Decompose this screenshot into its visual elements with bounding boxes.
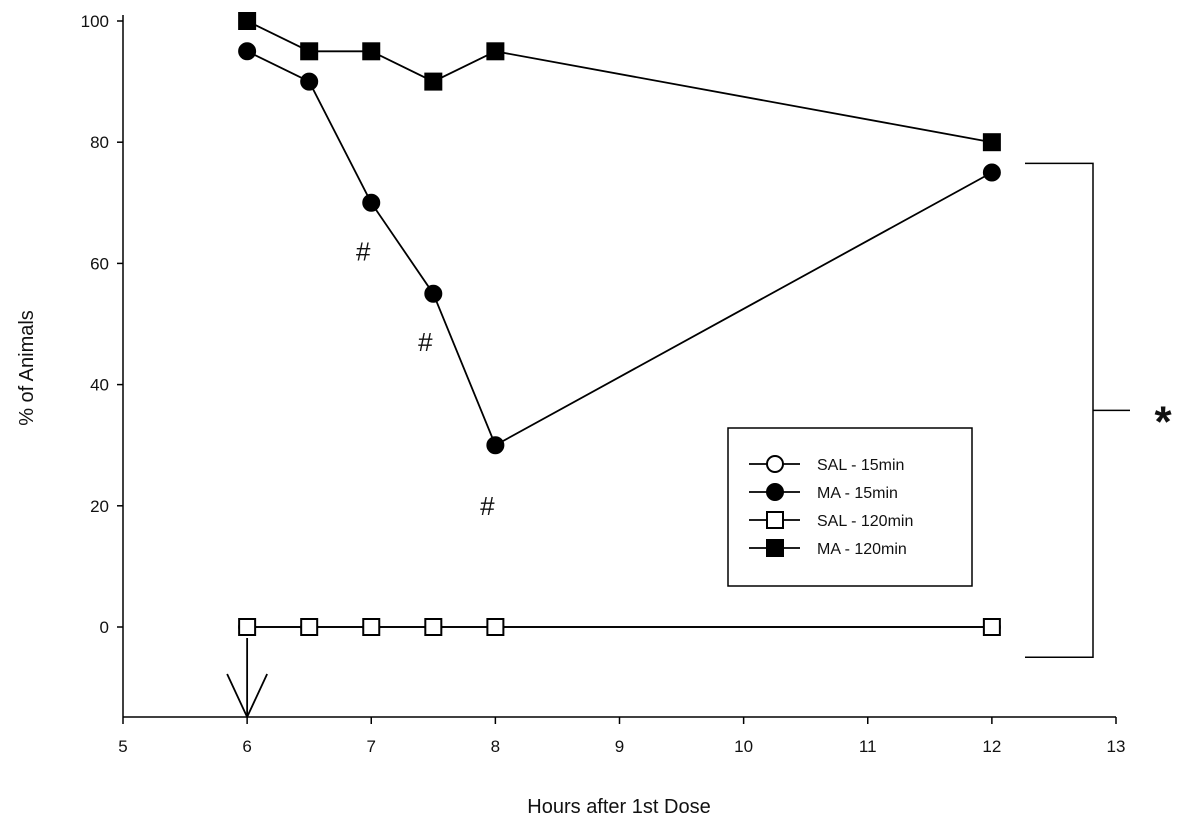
series-ma-120min bbox=[238, 12, 1001, 152]
x-tick-label: 8 bbox=[491, 737, 500, 756]
y-tick-label: 0 bbox=[100, 618, 109, 637]
data-point bbox=[766, 539, 784, 557]
x-axis-title: Hours after 1st Dose bbox=[527, 796, 710, 818]
dose-arrow-head bbox=[226, 673, 268, 720]
data-point bbox=[766, 455, 784, 473]
y-axis-title: % of Animals bbox=[16, 310, 38, 426]
data-point bbox=[486, 436, 505, 455]
significance-star: * bbox=[1154, 397, 1172, 446]
data-point bbox=[982, 163, 1001, 182]
legend: SAL - 15min MA - 15min SAL - 120min MA - 12… bbox=[727, 427, 973, 587]
data-point bbox=[766, 511, 784, 529]
x-tick-label: 5 bbox=[118, 737, 127, 756]
data-point bbox=[982, 618, 1001, 636]
data-point bbox=[362, 618, 381, 636]
data-point bbox=[238, 42, 257, 61]
y-tick-label: 100 bbox=[81, 12, 109, 31]
series-line bbox=[246, 20, 993, 144]
y-tick-label: 80 bbox=[90, 133, 109, 152]
data-point bbox=[424, 618, 443, 636]
legend-label: SAL - 15min bbox=[817, 457, 904, 474]
data-point bbox=[766, 483, 784, 501]
data-point bbox=[300, 72, 319, 91]
data-point bbox=[424, 284, 443, 303]
x-tick-label: 11 bbox=[859, 737, 877, 756]
series-layer bbox=[238, 12, 1001, 636]
series-sal-120min bbox=[238, 618, 1001, 636]
x-tick-label: 6 bbox=[242, 737, 251, 756]
legend-box bbox=[727, 427, 973, 587]
significance-hash: # bbox=[480, 491, 495, 521]
significance-hash: # bbox=[356, 236, 371, 266]
x-tick-label: 10 bbox=[734, 737, 753, 756]
x-tick-label: 13 bbox=[1107, 737, 1126, 756]
axes: 0 20 40 60 80 100 5 6 7 8 9 10 11 12 13 bbox=[81, 12, 1126, 756]
series-line bbox=[246, 50, 993, 447]
x-tick-label: 9 bbox=[615, 737, 624, 756]
legend-label: SAL - 120min bbox=[817, 513, 913, 530]
data-point bbox=[362, 42, 381, 61]
y-tick-label: 40 bbox=[90, 376, 109, 395]
y-tick-label: 60 bbox=[90, 254, 109, 273]
series-ma-15min bbox=[238, 42, 1001, 455]
data-point bbox=[300, 618, 319, 636]
y-tick-label: 20 bbox=[90, 497, 109, 516]
data-point bbox=[982, 133, 1001, 152]
annotations: # # # * bbox=[226, 162, 1172, 720]
legend-label: MA - 120min bbox=[817, 541, 907, 558]
x-tick-label: 12 bbox=[982, 737, 1001, 756]
significance-hash: # bbox=[418, 327, 433, 357]
data-point bbox=[424, 72, 443, 91]
data-point bbox=[486, 42, 505, 61]
significance-bracket bbox=[1025, 162, 1094, 659]
data-point bbox=[362, 193, 381, 212]
data-point bbox=[300, 42, 319, 61]
data-point bbox=[238, 618, 257, 636]
data-point bbox=[486, 618, 505, 636]
data-point bbox=[238, 12, 257, 30]
x-tick-label: 7 bbox=[367, 737, 376, 756]
legend-label: MA - 15min bbox=[817, 485, 898, 502]
